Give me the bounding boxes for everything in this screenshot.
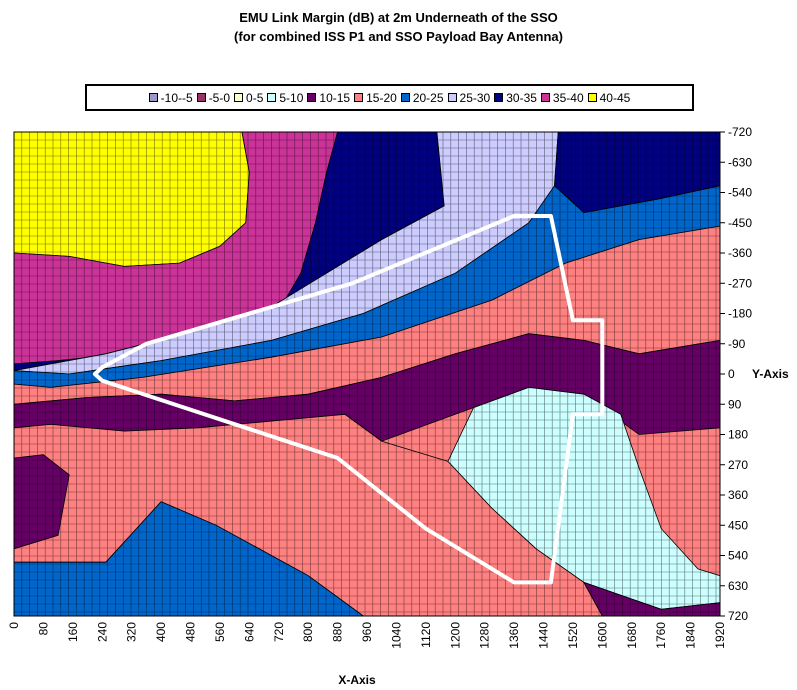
heatmap-region — [14, 132, 250, 267]
y-tick-label: 0 — [728, 367, 735, 381]
x-tick-label: 1120 — [419, 622, 433, 648]
x-tick-label: 1440 — [537, 622, 551, 649]
legend-item: 0-5 — [234, 91, 263, 105]
x-tick-label: 400 — [154, 622, 168, 642]
legend-swatch — [234, 93, 244, 102]
x-tick-label: 240 — [95, 622, 109, 642]
x-tick-label: 880 — [331, 622, 345, 642]
legend-swatch — [148, 93, 158, 102]
y-tick-label: 540 — [728, 549, 748, 563]
x-tick-label: 1840 — [684, 622, 698, 649]
x-tick-label: 0 — [7, 622, 21, 629]
y-tick-label: -360 — [728, 246, 752, 260]
y-tick-label: 720 — [728, 609, 748, 623]
legend-item: 20-25 — [400, 90, 444, 105]
y-tick-label: -720 — [728, 125, 752, 139]
x-tick-label: 1280 — [478, 622, 492, 649]
x-tick-label: 1760 — [654, 622, 668, 649]
x-tick-label: 800 — [301, 622, 315, 642]
x-axis-ticks: 0 80 160 240 320 400 480 560 640 720 800 880 960 1040… — [7, 622, 727, 649]
legend-label: 10-15 — [319, 90, 351, 105]
legend-item: 15-20 — [354, 91, 397, 105]
y-tick-label: 180 — [728, 428, 748, 442]
y-tick-label: -450 — [728, 216, 752, 230]
y-tick-label: -630 — [728, 155, 752, 169]
legend-label: 20-25 — [412, 90, 444, 105]
legend-label: 0-5 — [246, 90, 264, 105]
legend-item: 30-35 — [494, 91, 537, 105]
y-tick-label: 360 — [728, 488, 748, 502]
x-tick-label: 1200 — [448, 622, 462, 649]
chart-title-line1: EMU Link Margin (dB) at 2m Underneath of… — [239, 10, 558, 25]
y-tick-label: -270 — [728, 276, 752, 290]
y-axis-ticks: -720 -630 -540 -450 -360 -270 -180 -90 0 90 180 270… — [720, 125, 752, 623]
y-axis-label: Y-Axis — [752, 367, 789, 381]
y-tick-label: 90 — [728, 397, 742, 411]
orbiter-outline-shape — [92, 214, 605, 585]
chart-legend: -10--5 -5-0 0-5 5-10 10-15 15-20 20-25 25-30 30-… — [85, 84, 694, 111]
legend-swatch — [196, 93, 206, 102]
y-tick-label: 630 — [728, 579, 748, 593]
x-tick-label: 1920 — [713, 622, 727, 649]
legend-item: 10-15 — [307, 91, 350, 105]
legend-label: 40-45 — [599, 90, 631, 105]
y-tick-label: 270 — [728, 458, 748, 472]
heatmap-regions — [14, 132, 720, 616]
legend-item: -5-0 — [196, 90, 231, 105]
legend-label: 30-35 — [506, 90, 537, 105]
x-tick-label: 320 — [125, 622, 139, 642]
x-tick-label: 80 — [36, 622, 50, 636]
legend-swatch — [447, 93, 457, 102]
y-tick-label: 450 — [728, 518, 748, 532]
legend-swatch — [494, 93, 504, 102]
y-tick-label: -540 — [728, 186, 752, 200]
legend-item: 25-30 — [447, 90, 491, 105]
x-tick-label: 1040 — [389, 622, 403, 649]
chart-subtitle-line2: (for combined ISS P1 and SSO Payload Bay… — [234, 29, 563, 44]
legend-item: 5-10 — [267, 91, 303, 105]
x-tick-label: 1600 — [595, 622, 609, 649]
orbiter-outline — [92, 214, 605, 585]
legend-label: 35-40 — [552, 90, 584, 105]
legend-swatch — [267, 93, 277, 102]
x-tick-label: 560 — [213, 622, 227, 642]
legend-swatch — [354, 93, 364, 102]
legend-label: 5-10 — [279, 90, 304, 105]
legend-label: 15-20 — [366, 90, 397, 105]
x-tick-label: 1520 — [566, 622, 580, 649]
legend-item: 35-40 — [540, 90, 584, 105]
x-tick-label: 960 — [360, 622, 374, 642]
legend-item: -10--5 — [148, 90, 193, 105]
x-tick-label: 1680 — [625, 622, 639, 649]
legend-label: -10--5 — [160, 90, 193, 105]
chart-title: EMU Link Margin (dB) at 2m Underneath of… — [0, 8, 797, 46]
heatmap-region — [14, 454, 70, 550]
legend-item: 40-45 — [587, 90, 631, 105]
legend-swatch — [307, 93, 317, 102]
legend-swatch — [540, 93, 550, 102]
legend-swatch — [400, 93, 410, 102]
y-tick-label: -180 — [728, 307, 752, 321]
x-axis-label: X-Axis — [338, 673, 376, 687]
legend-swatch — [587, 93, 597, 102]
x-tick-label: 1360 — [507, 622, 521, 649]
x-tick-label: 160 — [66, 622, 80, 642]
x-tick-label: 480 — [184, 622, 198, 642]
legend-label: 25-30 — [459, 90, 491, 105]
legend-label: -5-0 — [208, 90, 231, 105]
y-tick-label: -90 — [728, 337, 746, 351]
x-tick-label: 640 — [242, 622, 256, 642]
x-tick-label: 720 — [272, 622, 286, 642]
